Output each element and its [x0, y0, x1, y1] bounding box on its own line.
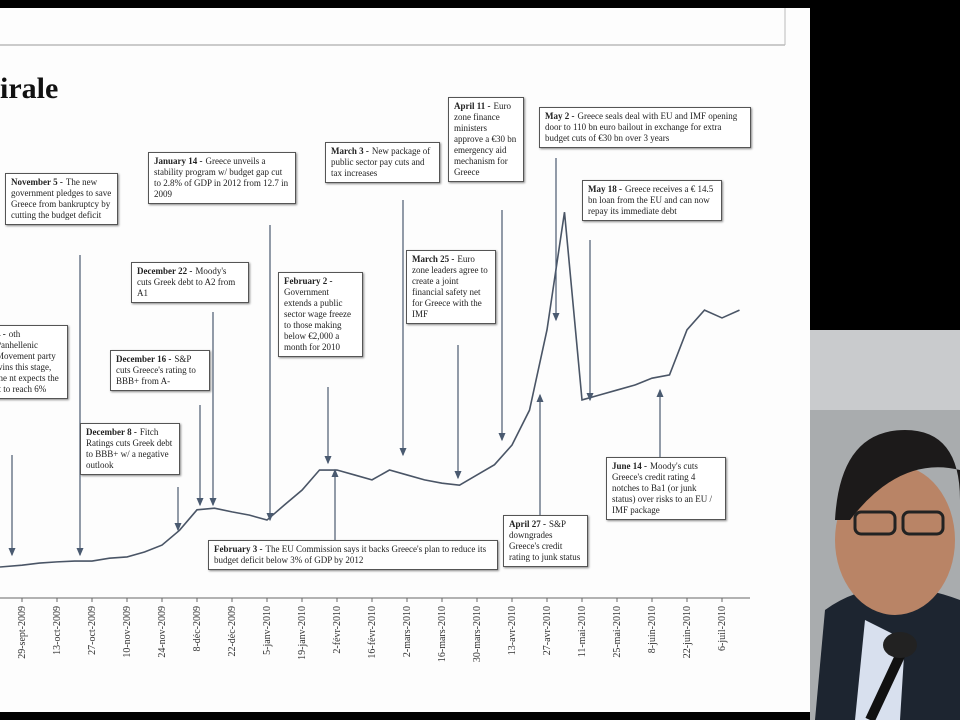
- microphone-head: [883, 632, 917, 658]
- x-tick-label: 19-janv-2010: [297, 606, 308, 660]
- glasses: [853, 510, 897, 536]
- annotation-box: June 14 - Moody's cuts Greece's credit ra…: [606, 457, 726, 520]
- x-tick-label: 8-juin-2010: [647, 606, 658, 653]
- x-tick-label: 29-sept-2009: [17, 606, 28, 659]
- annotation-text: Euro zone finance ministers approve a €3…: [454, 101, 517, 177]
- annotation-box: January 14 - Greece unveils a stability p…: [148, 152, 296, 204]
- annotation-text: oth Panhellenic Movement party wins this…: [0, 329, 59, 394]
- annotation-date: May 2 -: [545, 111, 575, 121]
- annotation-date: April 27 -: [509, 519, 546, 529]
- annotation-box: March 3 - New package of public sector pa…: [325, 142, 440, 183]
- x-tick-label: 6-juil-2010: [717, 606, 728, 651]
- annotation-text: Moody's cuts Greece's credit rating 4 no…: [612, 461, 712, 515]
- annotation-text: Greece unveils a stability program w/ bu…: [154, 156, 289, 199]
- x-tick-label: 16-mars-2010: [437, 606, 448, 662]
- annotation-date: 4 -: [0, 329, 6, 339]
- annotation-box: February 3 - The EU Commission says it ba…: [208, 540, 498, 570]
- x-tick-label: 10-nov-2009: [122, 606, 133, 658]
- x-tick-label: 30-mars-2010: [472, 606, 483, 662]
- slide-title: irale: [0, 72, 58, 105]
- x-tick-label: 27-oct-2009: [87, 606, 98, 655]
- x-tick-label: 11-mai-2010: [577, 606, 588, 657]
- x-tick-label: 27-avr-2010: [542, 606, 553, 655]
- annotation-date: June 14 -: [612, 461, 648, 471]
- annotation-text: Fitch Ratings cuts Greek debt to BBB+ w/…: [86, 427, 173, 470]
- annotation-text: The new government pledges to save Greec…: [11, 177, 112, 220]
- annotation-date: March 25 -: [412, 254, 455, 264]
- x-tick-label: 22-juin-2010: [682, 606, 693, 658]
- annotation-text: Greece seals deal with EU and IMF openin…: [545, 111, 738, 143]
- annotation-text: Euro zone leaders agree to create a join…: [412, 254, 488, 319]
- window-blinds: [810, 330, 960, 410]
- annotation-text: S&P cuts Greece's rating to BBB+ from A-: [116, 354, 196, 386]
- annotation-box: December 16 - S&P cuts Greece's rating to…: [110, 350, 210, 391]
- annotation-date: February 2 -: [284, 276, 333, 286]
- annotation-date: February 3 -: [214, 544, 263, 554]
- annotation-date: May 18 -: [588, 184, 622, 194]
- hair: [835, 430, 960, 520]
- annotation-box: April 11 - Euro zone finance ministers ap…: [448, 97, 524, 182]
- annotation-box: May 2 - Greece seals deal with EU and IMF…: [539, 107, 751, 148]
- annotation-box: May 18 - Greece receives a € 14.5 bn loan…: [582, 180, 722, 221]
- annotation-text: New package of public sector pay cuts an…: [331, 146, 431, 178]
- annotation-box: February 2 -Government extends a public …: [278, 272, 363, 357]
- annotation-date: March 3 -: [331, 146, 369, 156]
- annotation-date: December 16 -: [116, 354, 172, 364]
- annotation-box: March 25 - Euro zone leaders agree to cre…: [406, 250, 496, 324]
- annotation-date: April 11 -: [454, 101, 491, 111]
- glasses: [901, 510, 945, 536]
- annotation-date: December 8 -: [86, 427, 137, 437]
- annotation-box: November 5 - The new government pledges t…: [5, 173, 118, 225]
- annotation-date: December 22 -: [137, 266, 193, 276]
- x-tick-label: 2-mars-2010: [402, 606, 413, 657]
- annotation-text: Government extends a public sector wage …: [284, 287, 351, 352]
- annotation-box: December 22 - Moody's cuts Greek debt to …: [131, 262, 249, 303]
- x-tick-label: 22-déc-2009: [227, 606, 238, 657]
- x-tick-label: 8-déc-2009: [192, 606, 203, 652]
- x-tick-label: 13-avr-2010: [507, 606, 518, 655]
- annotation-text: Moody's cuts Greek debt to A2 from A1: [137, 266, 236, 298]
- annotation-date: January 14 -: [154, 156, 203, 166]
- x-tick-label: 25-mai-2010: [612, 606, 623, 658]
- price-line: [0, 212, 740, 568]
- annotation-text: S&P downgrades Greece's credit rating to…: [509, 519, 581, 562]
- annotation-box: April 27 - S&P downgrades Greece's credit…: [503, 515, 588, 567]
- x-tick-label: 2-févr-2010: [332, 606, 343, 654]
- annotation-date: November 5 -: [11, 177, 63, 187]
- speaker-photo: [810, 330, 960, 720]
- x-tick-label: 16-févr-2010: [367, 606, 378, 659]
- x-tick-label: 24-nov-2009: [157, 606, 168, 658]
- annotation-text: Greece receives a € 14.5 bn loan from th…: [588, 184, 714, 216]
- annotation-box: December 8 - Fitch Ratings cuts Greek deb…: [80, 423, 180, 475]
- x-tick-label: 13-oct-2009: [52, 606, 63, 655]
- annotation-text: The EU Commission says it backs Greece's…: [214, 544, 487, 565]
- annotation-box: 4 -oth Panhellenic Movement party wins t…: [0, 325, 68, 399]
- x-tick-label: 5-janv-2010: [262, 606, 273, 655]
